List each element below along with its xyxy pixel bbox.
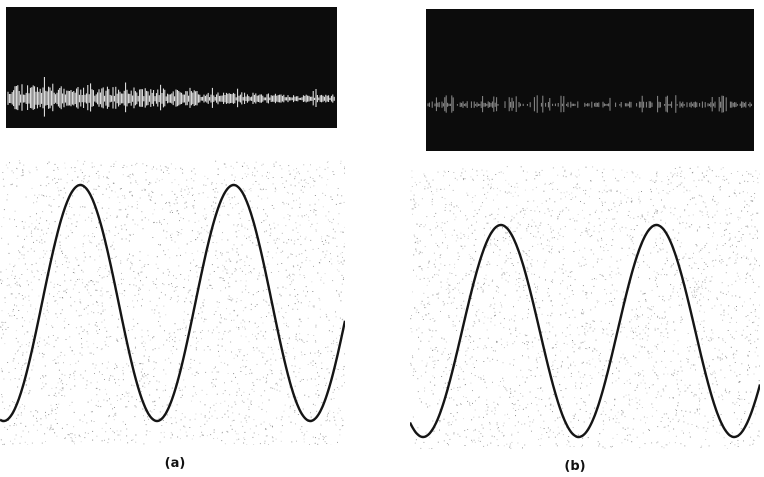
speckle-noise — [0, 160, 345, 445]
panel-caption-b: (b) — [564, 459, 586, 474]
waveform-plot-b — [410, 166, 760, 449]
panel-caption-a: (a) — [164, 456, 186, 471]
speckle-noise — [410, 166, 760, 449]
sine-trace-b — [410, 166, 760, 449]
oscilloscope-screen-b — [426, 9, 754, 151]
waveform-plot-a — [0, 160, 345, 445]
sine-curve — [410, 223, 760, 439]
sine-trace-a — [0, 160, 345, 445]
spike-group — [7, 77, 335, 117]
spike-train-b — [427, 95, 752, 113]
oscilloscope-screen-a — [6, 7, 337, 128]
spike-train-a — [7, 77, 335, 117]
sine-curve — [0, 183, 345, 423]
spike-group — [427, 95, 752, 113]
